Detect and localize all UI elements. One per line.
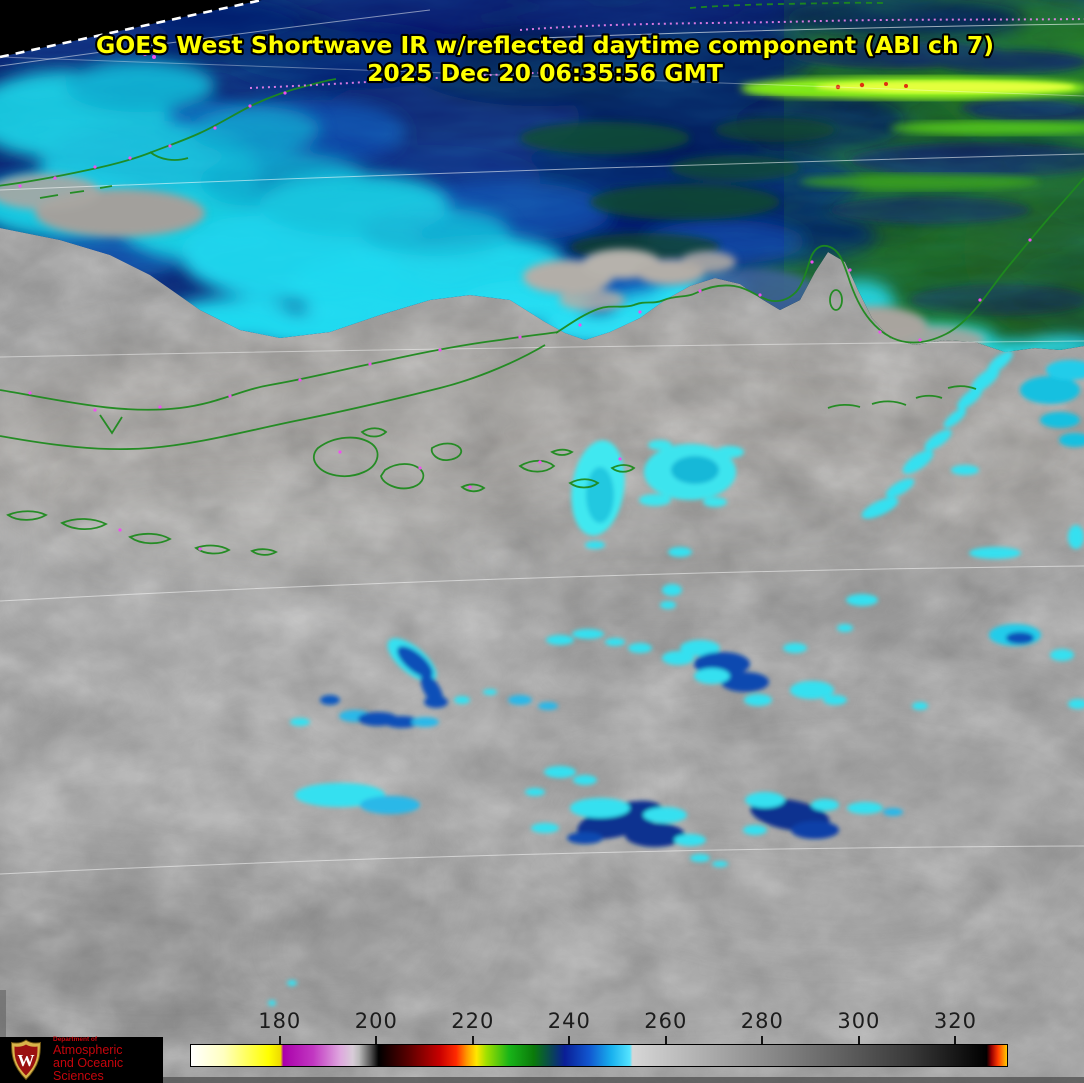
cold-cloud-cells: [268, 350, 1084, 1006]
image-title-block: GOES West Shortwave IR w/reflected dayti…: [94, 29, 996, 89]
aos-logo: W Department of Atmospheric and Oceanic …: [0, 1036, 163, 1083]
pink-boundary-dots: [249, 18, 1084, 89]
temperature-colorbar: [190, 1044, 1008, 1067]
cold-cloud-region: [0, 0, 1084, 352]
title-line2: 2025 Dec 20 06:35:56 GMT: [367, 59, 723, 87]
uw-crest-icon: W: [10, 1039, 42, 1081]
logo-dept-line2: and Oceanic Sciences: [53, 1055, 124, 1083]
crest-letter: W: [18, 1051, 35, 1070]
logo-dept-line1: Atmospheric: [53, 1042, 123, 1057]
bright-reflectance-streak: [740, 77, 1084, 190]
map-boundary: [0, 0, 263, 59]
title-line1: GOES West Shortwave IR w/reflected dayti…: [96, 31, 994, 59]
coastline-overlay: [0, 1, 1084, 556]
coastline-flecks: [18, 52, 1032, 551]
logo-dept-prefix: Department of: [53, 1036, 98, 1044]
